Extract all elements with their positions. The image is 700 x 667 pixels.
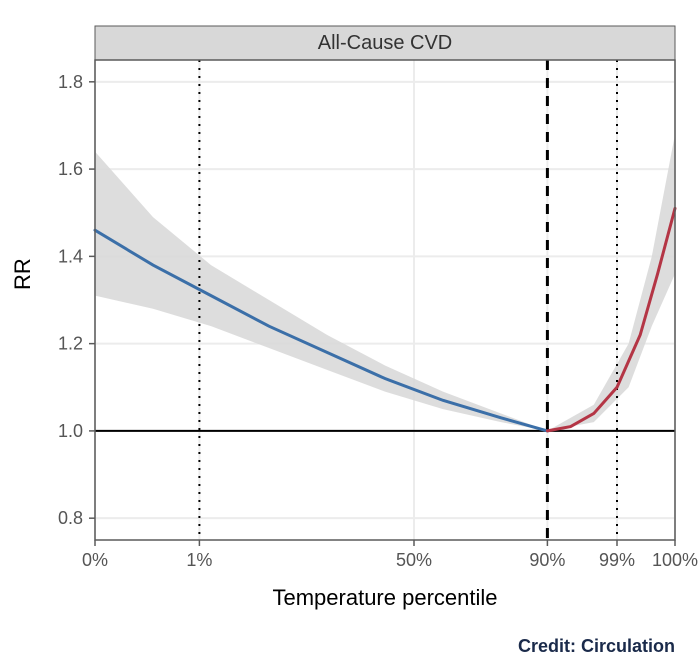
y-tick-label: 1.2 [58,334,83,354]
x-tick-label: 1% [186,550,212,570]
y-axis-label: RR [10,258,36,290]
chart-svg: All-Cause CVD 0.8 1.0 1.2 1.4 1.6 1.8 0% 1% 50% 90… [0,0,700,620]
facet-title: All-Cause CVD [318,32,452,54]
y-tick-label: 1.6 [58,159,83,179]
x-axis-label: Temperature percentile [95,585,675,611]
x-tick-label: 99% [599,550,635,570]
y-tick-label: 1.8 [58,72,83,92]
chart-container: All-Cause CVD 0.8 1.0 1.2 1.4 1.6 1.8 0% 1% 50% 90… [0,0,700,667]
credit-text: Credit: Circulation [518,636,675,657]
x-tick-label: 0% [82,550,108,570]
x-tick-label: 100% [652,550,698,570]
y-tick-label: 1.4 [58,246,83,266]
y-tick-label: 0.8 [58,508,83,528]
y-tick-label: 1.0 [58,421,83,441]
x-tick-label: 50% [396,550,432,570]
x-tick-label: 90% [529,550,565,570]
